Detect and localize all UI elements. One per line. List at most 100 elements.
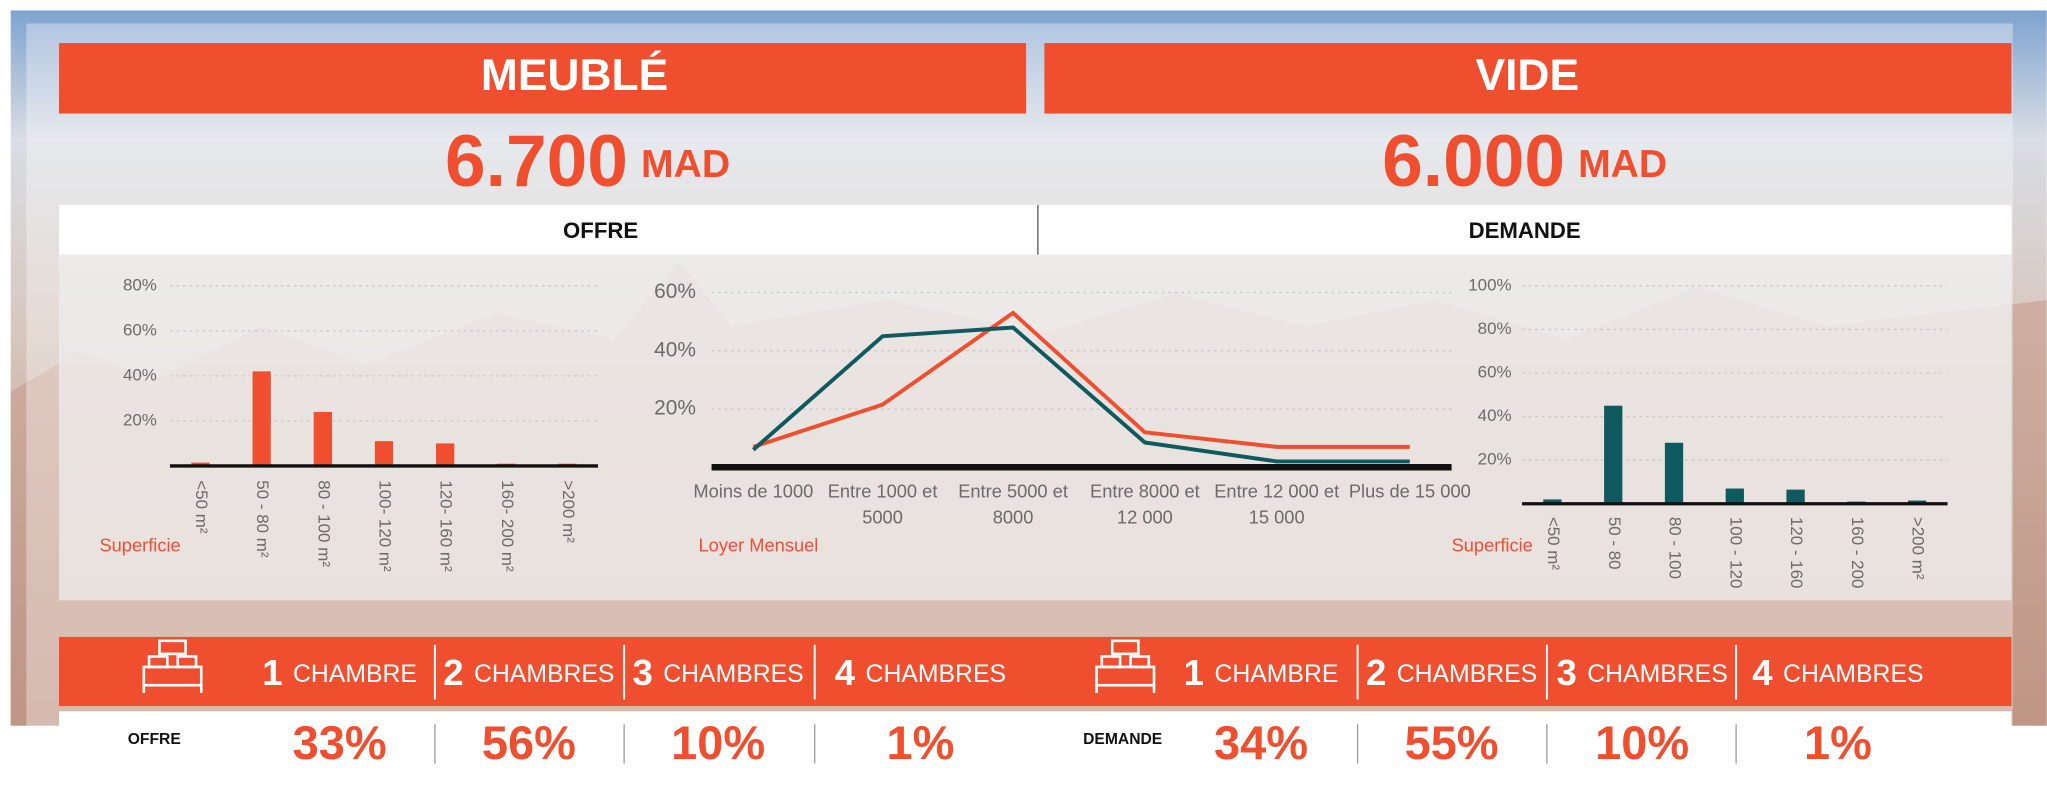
x-tick-label-box: Entre 12 000 et 15 000 xyxy=(1214,480,1340,528)
bar xyxy=(1725,488,1744,504)
x-tick-label: 120 - 160 xyxy=(1787,517,1806,589)
room-type: 3 CHAMBRES xyxy=(632,651,803,692)
x-tick-label-box: Moins de 1000 xyxy=(693,480,814,502)
bar xyxy=(374,441,394,466)
room-word: CHAMBRES xyxy=(663,660,803,687)
x-tick-label: <50 m² xyxy=(192,480,211,534)
price-unit: MAD xyxy=(641,143,730,186)
section-label: DEMANDE xyxy=(1469,218,1581,243)
bar xyxy=(252,371,271,466)
y-tick-label: 100% xyxy=(1468,275,1511,294)
rooms-bar xyxy=(59,636,2012,707)
line-series xyxy=(752,310,1410,449)
bar xyxy=(1664,442,1684,504)
room-share: 34% xyxy=(1214,716,1308,769)
line-series xyxy=(752,325,1410,464)
room-count: 3 xyxy=(1557,651,1577,692)
bar xyxy=(191,462,210,466)
price-unit: MAD xyxy=(1578,143,1667,186)
room-type: 1 CHAMBRE xyxy=(262,651,417,692)
room-type: 3 CHAMBRES xyxy=(1557,651,1728,692)
bar xyxy=(1908,500,1927,504)
room-count: 2 xyxy=(1366,651,1386,692)
x-tick-label: Moins de 1000 xyxy=(693,480,814,502)
room-count: 1 xyxy=(262,651,282,692)
bed-icon xyxy=(142,639,203,694)
chart-panel xyxy=(59,254,2012,601)
rooms-label: OFFRE xyxy=(128,731,181,748)
room-word: CHAMBRES xyxy=(866,660,1006,687)
y-tick-label: 40% xyxy=(123,365,157,384)
x-tick-label: <50 m² xyxy=(1544,517,1563,571)
room-share: 33% xyxy=(293,716,387,769)
x-tick-label: 50 - 80 xyxy=(1605,517,1624,570)
bar xyxy=(1786,489,1805,504)
x-tick-label: Entre 12 000 et 15 000 xyxy=(1214,480,1340,528)
x-tick-label: Entre 8000 et 12 000 xyxy=(1090,480,1200,528)
x-tick-label: >200 m² xyxy=(559,480,578,543)
x-tick-label-box: Plus de 15 000 xyxy=(1348,480,1471,502)
room-word: CHAMBRES xyxy=(1397,660,1537,687)
price: 6.000 MAD xyxy=(1382,121,1667,202)
room-count: 1 xyxy=(1184,651,1204,692)
y-tick-label: 80% xyxy=(1478,319,1512,338)
room-share: 1% xyxy=(886,716,954,769)
x-tick-label: 50 - 80 m² xyxy=(253,480,272,558)
price-amount: 6.700 xyxy=(445,121,628,202)
x-tick-label: 100 - 120 xyxy=(1726,517,1745,589)
room-type: 4 CHAMBRES xyxy=(835,651,1006,692)
x-tick-label-box: Entre 8000 et 12 000 xyxy=(1090,480,1200,528)
y-tick-label: 60% xyxy=(1478,362,1512,381)
bar xyxy=(1543,499,1562,504)
x-tick-label-box: Entre 1000 et 5000 xyxy=(827,480,938,528)
y-tick-label: 60% xyxy=(654,280,696,303)
y-tick-label: 60% xyxy=(123,320,157,339)
section-band xyxy=(59,204,2012,255)
title: MEUBLÉ xyxy=(481,50,668,100)
room-type: 2 CHAMBRES xyxy=(1366,651,1537,692)
room-word: CHAMBRES xyxy=(474,660,614,687)
x-tick-label: 160 - 200 xyxy=(1848,517,1867,589)
x-axis-label: Superficie xyxy=(1452,535,1533,556)
room-share: 56% xyxy=(482,716,576,769)
header-bar xyxy=(1044,43,2012,114)
x-tick-label: Plus de 15 000 xyxy=(1348,480,1471,502)
y-tick-label: 40% xyxy=(654,338,696,361)
x-tick-label: 120- 160 m² xyxy=(437,480,456,572)
bed-icon xyxy=(1095,639,1156,694)
room-word: CHAMBRE xyxy=(1214,660,1338,687)
room-type: 4 CHAMBRES xyxy=(1752,651,1923,692)
y-tick-label: 80% xyxy=(123,275,157,294)
rooms-values-band xyxy=(59,711,2012,787)
room-share: 10% xyxy=(1595,716,1689,769)
room-type: 1 CHAMBRE xyxy=(1184,651,1339,692)
room-word: CHAMBRE xyxy=(293,660,417,687)
price-amount: 6.000 xyxy=(1382,121,1565,202)
room-count: 3 xyxy=(632,651,652,692)
x-tick-label: 80 - 100 m² xyxy=(314,480,333,567)
x-tick-label-box: Entre 5000 et 8000 xyxy=(958,480,1068,528)
price: 6.700 MAD xyxy=(445,121,730,202)
room-word: CHAMBRES xyxy=(1783,660,1923,687)
bar xyxy=(1604,405,1623,504)
y-tick-label: 40% xyxy=(1478,406,1512,425)
room-share: 55% xyxy=(1405,716,1499,769)
x-tick-label: Entre 1000 et 5000 xyxy=(827,480,938,528)
bar xyxy=(436,443,455,466)
room-count: 4 xyxy=(835,651,856,692)
title: VIDE xyxy=(1476,51,1580,100)
rooms-label: DEMANDE xyxy=(1083,731,1162,748)
icons xyxy=(142,639,1156,694)
y-tick-label: 20% xyxy=(1478,450,1512,469)
room-count: 2 xyxy=(443,651,463,692)
room-word: CHAMBRES xyxy=(1587,660,1727,687)
y-tick-label: 20% xyxy=(123,410,157,429)
room-share: 1% xyxy=(1804,716,1872,769)
y-tick-label: 20% xyxy=(654,397,696,420)
section-label: OFFRE xyxy=(563,218,638,243)
header-bar xyxy=(59,43,1027,114)
x-tick-label: Entre 5000 et 8000 xyxy=(958,480,1068,528)
room-type: 2 CHAMBRES xyxy=(443,651,614,692)
